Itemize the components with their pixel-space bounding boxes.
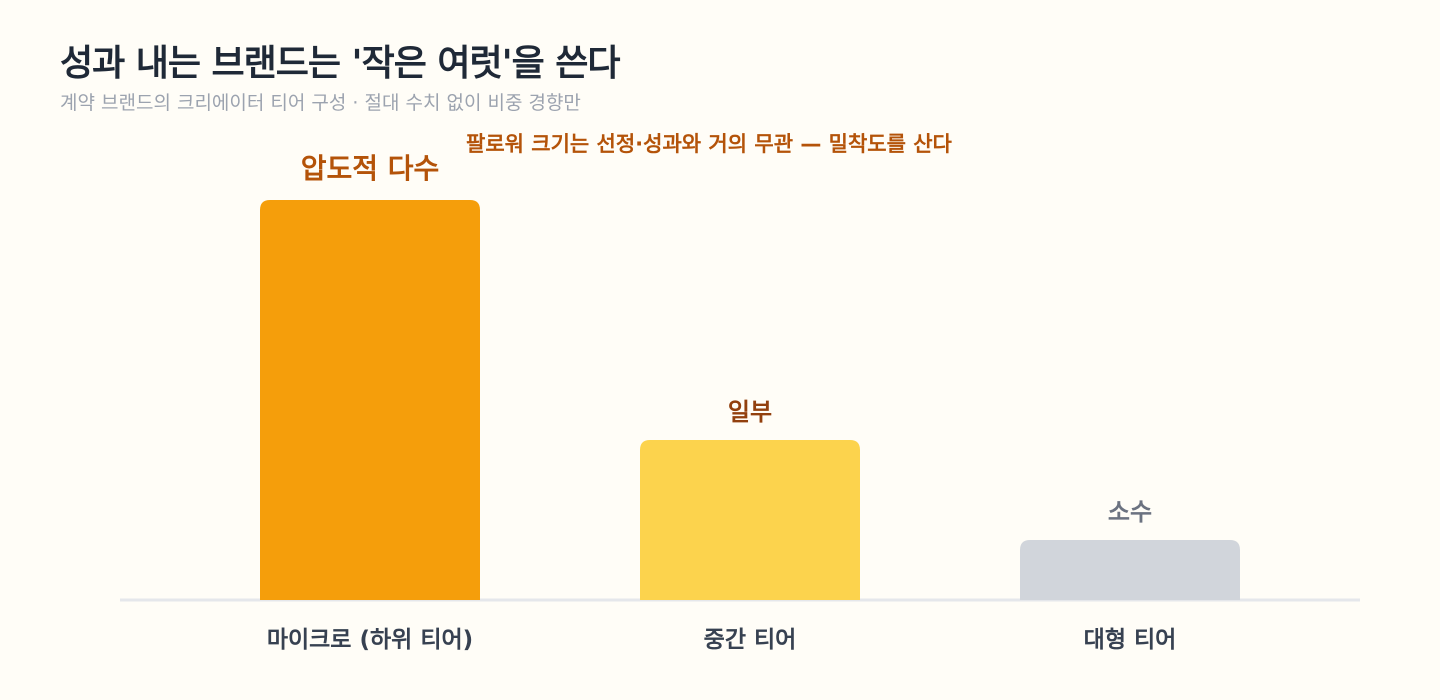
chart-subtitle: 계약 브랜드의 크리에이터 티어 구성 · 절대 수치 없이 비중 경향만 <box>60 92 581 114</box>
bar-2 <box>640 440 860 600</box>
data-label-1: 압도적 다수 <box>301 152 440 185</box>
bar-1 <box>260 200 480 600</box>
chart-title: 성과 내는 브랜드는 '작은 여럿'을 쓴다 <box>60 43 621 84</box>
data-label-2: 일부 <box>728 398 772 426</box>
bar-3 <box>1020 540 1240 600</box>
data-label-3: 소수 <box>1108 498 1152 526</box>
category-label-1: 마이크로 (하위 티어) <box>267 627 473 653</box>
chart-annotation: 팔로워 크기는 선정·성과와 거의 무관 — 밀착도를 산다 <box>466 132 952 156</box>
category-label-2: 중간 티어 <box>704 627 797 653</box>
category-label-3: 대형 티어 <box>1084 627 1177 653</box>
